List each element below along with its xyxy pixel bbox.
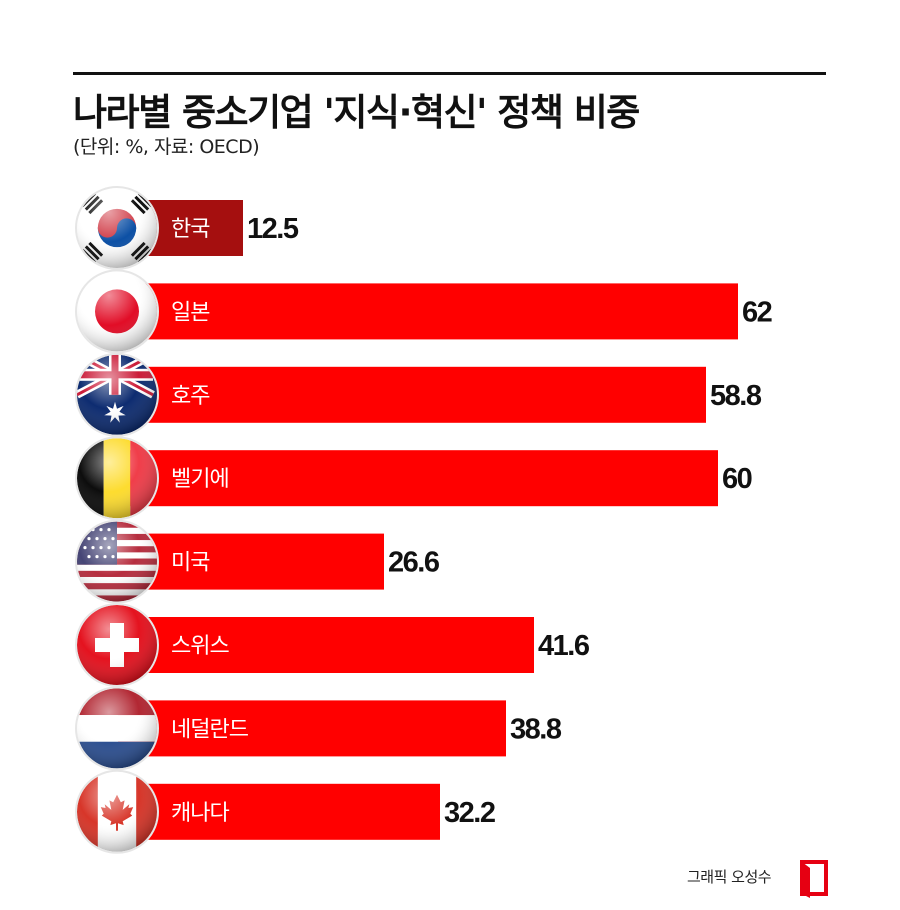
belgium-flag-icon: [75, 436, 159, 521]
data-label: 26.6: [388, 547, 440, 579]
japan-flag-icon: [75, 269, 159, 354]
bar-네덜란드: [118, 700, 506, 757]
bar-호주: [118, 366, 706, 423]
data-label: 41.6: [538, 630, 590, 662]
australia-flag-icon: [75, 352, 159, 437]
category-label: 네덜란드: [171, 717, 249, 742]
category-label: 미국: [171, 551, 210, 576]
bar-스위스: [118, 617, 534, 673]
category-label: 벨기에: [171, 467, 229, 492]
category-label: 한국: [171, 217, 210, 242]
category-label: 일본: [171, 300, 210, 325]
data-label: 12.5: [247, 213, 299, 245]
category-label: 호주: [171, 384, 210, 409]
chart-subtitle: (단위: %, 자료: OECD): [73, 136, 260, 158]
canada-flag-icon: [75, 769, 159, 854]
bar-미국: [118, 533, 384, 590]
bar-벨기에: [118, 450, 718, 507]
bar-캐나다: [118, 783, 440, 840]
bar-일본: [118, 283, 738, 340]
data-label: 58.8: [710, 380, 762, 412]
south-korea-flag-icon: [75, 186, 159, 270]
category-label: 스위스: [171, 634, 229, 659]
newspaper-logo-icon: [800, 860, 828, 898]
data-label: 60: [722, 463, 752, 495]
graphic-credit: 그래픽 오성수: [687, 868, 772, 886]
category-label: 캐나다: [171, 801, 229, 826]
top-rule: [73, 72, 826, 75]
data-label: 32.2: [444, 797, 495, 829]
data-label: 38.8: [510, 713, 562, 745]
netherlands-flag-icon: [75, 686, 159, 771]
chart-title: 나라별 중소기업 '지식·혁신' 정책 비중: [73, 91, 640, 134]
usa-flag-icon: [75, 519, 159, 604]
data-label: 62: [742, 296, 772, 328]
switzerland-flag-icon: [75, 603, 159, 687]
